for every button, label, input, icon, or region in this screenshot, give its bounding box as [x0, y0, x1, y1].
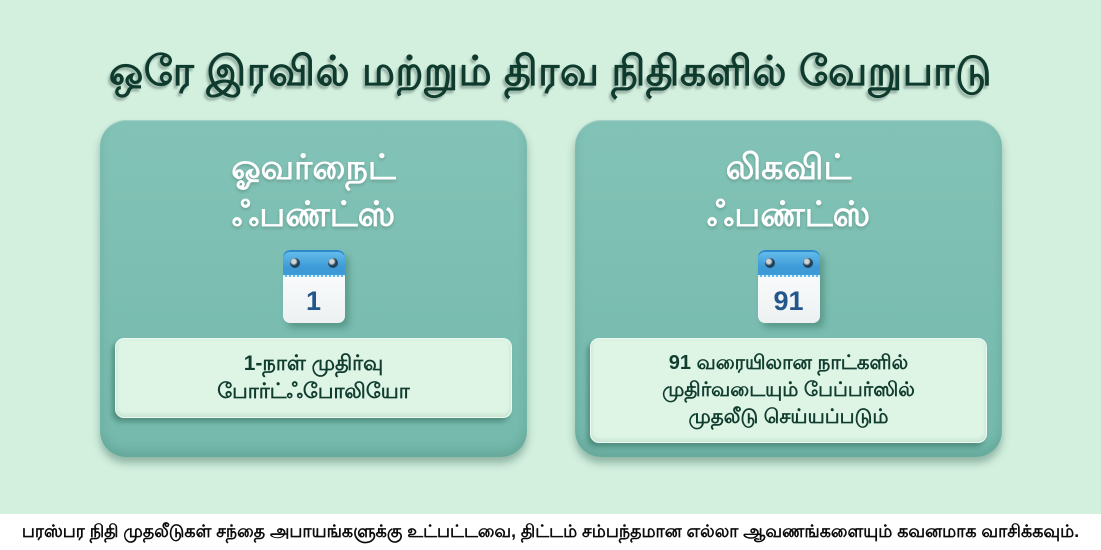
disclaimer-bar: பரஸ்பர நிதி முதலீடுகள் சந்தை அபாயங்களுக்… — [0, 514, 1101, 550]
description-line: முதிர்வடையும் பேப்பர்ஸில் — [662, 379, 915, 401]
disclaimer-text: பரஸ்பர நிதி முதலீடுகள் சந்தை அபாயங்களுக்… — [21, 520, 1080, 541]
calendar-header — [757, 250, 820, 277]
description-line: முதலீடு செய்யப்படும் — [688, 406, 889, 428]
calendar-grommet-right-icon — [327, 258, 338, 268]
page-title: ஒரே இரவில் மற்றும் திரவ நிதிகளில் வேறுபா… — [108, 48, 993, 94]
calendar-grommet-left-icon — [764, 258, 775, 268]
overnight-description-box: 1-நாள் முதிர்வு போர்ட்ஃபோலியோ — [115, 338, 512, 418]
cards-row: ஓவர்நைட் ஃபண்ட்ஸ் 1 1-நாள் முதிர்வு போர்… — [100, 120, 1002, 457]
calendar-header — [282, 250, 345, 277]
calendar-icon: 1 — [282, 250, 345, 323]
overnight-card-title: ஓவர்நைட் ஃபண்ட்ஸ் — [100, 144, 527, 238]
calendar-body: 1 — [283, 279, 345, 323]
calendar-day-number: 91 — [773, 285, 804, 316]
calendar-icon: 91 — [757, 250, 820, 323]
overnight-funds-card: ஓவர்நைட் ஃபண்ட்ஸ் 1 1-நாள் முதிர்வு போர்… — [100, 120, 527, 457]
overnight-card-title-line2: ஃபண்ட்ஸ் — [231, 195, 396, 234]
description-line: போர்ட்ஃபோலியோ — [217, 380, 410, 403]
calendar-day-number: 1 — [305, 285, 322, 316]
liquid-card-title-line1: லிகவிட் — [725, 148, 852, 187]
overnight-card-title-line1: ஓவர்நைட் — [231, 148, 396, 187]
liquid-funds-card: லிகவிட் ஃபண்ட்ஸ் 91 91 வரையிலான நாட்களில… — [575, 120, 1002, 457]
calendar-grommet-left-icon — [289, 258, 300, 268]
liquid-card-title: லிகவிட் ஃபண்ட்ஸ் — [575, 144, 1002, 238]
calendar-body: 91 — [758, 279, 820, 323]
liquid-card-title-line2: ஃபண்ட்ஸ் — [706, 195, 871, 234]
liquid-description-box: 91 வரையிலான நாட்களில் முதிர்வடையும் பேப்… — [590, 338, 987, 443]
description-line: 1-நாள் முதிர்வு — [243, 352, 384, 375]
calendar-grommet-right-icon — [802, 258, 813, 268]
description-line: 91 வரையிலான நாட்களில் — [668, 352, 909, 374]
